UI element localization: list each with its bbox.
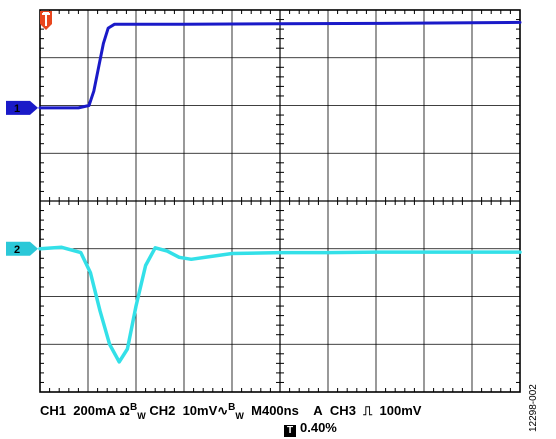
rising-edge-icon: ⎍: [363, 403, 373, 419]
channel-1-marker-label: 1: [14, 103, 20, 115]
trigger-position: T 0.40%: [284, 420, 337, 437]
ch1-label: CH1: [40, 403, 67, 419]
trigger-level: 100mV: [379, 403, 422, 419]
trigger-source: CH3: [329, 403, 356, 419]
trigger-position-value: 0.40%: [300, 420, 337, 435]
channel-1-trace: [38, 20, 522, 110]
trigger-mode: A: [313, 403, 323, 419]
ch2-label: CH2: [149, 403, 176, 419]
ac-coupling-icon: ∿: [217, 403, 229, 419]
trigger-marker: T: [40, 11, 52, 30]
ch2-scale: 10mV: [182, 403, 218, 419]
figure-id: 12298-002: [528, 384, 539, 432]
trigger-position-icon: T: [284, 425, 296, 437]
channel-2-marker-label: 2: [14, 244, 20, 256]
channel-1-marker: 1: [6, 100, 38, 115]
bandwidth-icon-2: B: [228, 402, 236, 413]
traces: [38, 20, 522, 364]
channel-2-trace: [38, 245, 522, 364]
status-line: CH1 200mA ΩBW CH2 10mV∿BW M400ns A CH3 ⎍…: [40, 402, 526, 421]
bandwidth-icon: B: [129, 402, 138, 413]
channel-1-marker-arrow: [6, 100, 38, 115]
bandwidth-sub: W: [137, 410, 146, 421]
channel-markers: 1 2 T: [6, 11, 52, 256]
channel-2-marker: 2: [6, 241, 38, 256]
trigger-marker-glyph: [42, 13, 50, 26]
bandwidth-sub-2: W: [235, 410, 244, 421]
channel-2-marker-arrow: [6, 241, 38, 256]
ch1-scale: 200mA: [73, 403, 116, 419]
timebase: M400ns: [251, 403, 299, 419]
graticule: [39, 9, 521, 393]
oscilloscope-screen: 1 2 T: [6, 9, 522, 393]
ohm-icon: Ω: [119, 403, 130, 419]
